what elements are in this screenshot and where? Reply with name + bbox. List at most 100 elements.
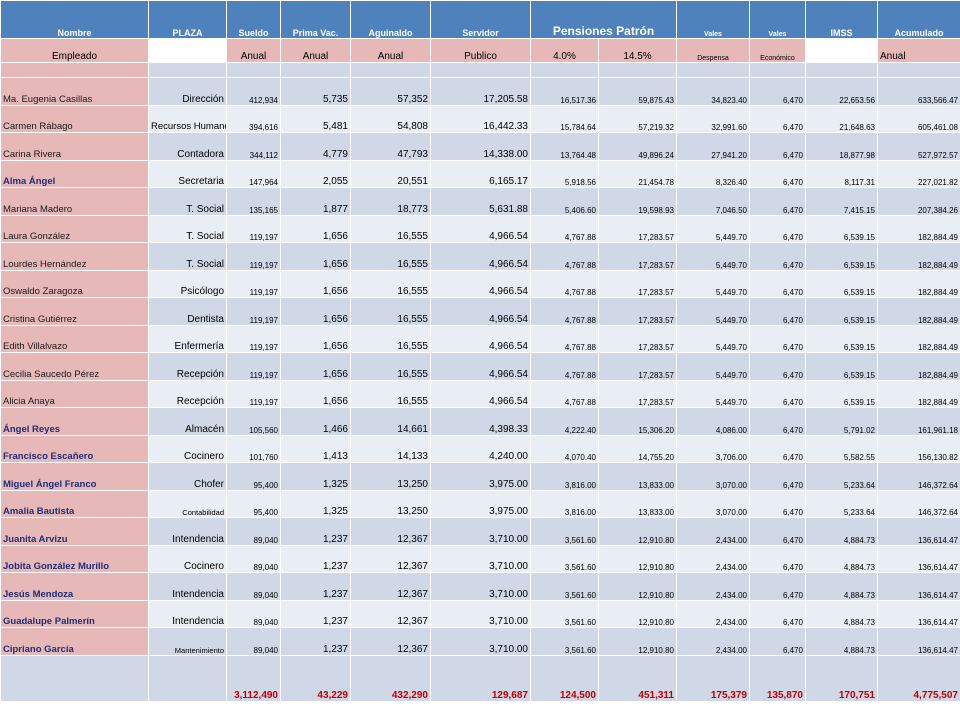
prima-cell[interactable]: 1,237: [280, 599, 351, 628]
employee-name-cell[interactable]: Cipriano García: [0, 627, 149, 656]
imss-cell[interactable]: 6,539.15: [805, 324, 878, 353]
employee-name-cell[interactable]: Carina Rivera: [0, 132, 149, 161]
pension-4-cell[interactable]: 4,767.88: [530, 352, 599, 381]
despensa-cell[interactable]: 2,434.00: [676, 599, 750, 628]
economico-cell[interactable]: 6,470: [749, 434, 806, 463]
acumulado-cell[interactable]: 182,884.49: [877, 324, 960, 353]
acumulado-cell[interactable]: 182,884.49: [877, 352, 960, 381]
imss-cell[interactable]: 6,539.15: [805, 242, 878, 271]
acumulado-cell[interactable]: 156,130.82: [877, 434, 960, 463]
prima-cell[interactable]: 5,735: [280, 77, 351, 106]
prima-cell[interactable]: 1,656: [280, 297, 351, 326]
acumulado-cell[interactable]: 633,566.47: [877, 77, 960, 106]
economico-cell[interactable]: 6,470: [749, 407, 806, 436]
despensa-cell[interactable]: 5,449.70: [676, 214, 750, 243]
sueldo-cell[interactable]: 89,040: [226, 572, 281, 601]
imss-cell[interactable]: 5,233.64: [805, 462, 878, 491]
despensa-cell[interactable]: 3,070.00: [676, 462, 750, 491]
servidor-cell[interactable]: 14,338.00: [430, 132, 531, 161]
employee-name-cell[interactable]: Amalia Bautista: [0, 489, 149, 518]
employee-name-cell[interactable]: Mariana Madero: [0, 187, 149, 216]
imss-cell[interactable]: 4,884.73: [805, 544, 878, 573]
despensa-cell[interactable]: 4,086.00: [676, 407, 750, 436]
pension-14-5-cell[interactable]: 21,454.78: [598, 159, 677, 188]
servidor-cell[interactable]: 3,975.00: [430, 462, 531, 491]
plaza-cell[interactable]: Almacén: [148, 407, 227, 436]
servidor-cell[interactable]: 17,205.58: [430, 77, 531, 106]
aguinaldo-cell[interactable]: 16,555: [350, 352, 431, 381]
acumulado-cell[interactable]: 182,884.49: [877, 297, 960, 326]
pension-4-cell[interactable]: 3,816.00: [530, 489, 599, 518]
pension-4-cell[interactable]: 16,517.36: [530, 77, 599, 106]
pension-4-cell[interactable]: 4,767.88: [530, 269, 599, 298]
total-imss-cell[interactable]: 170,751: [805, 654, 878, 702]
imss-cell[interactable]: 5,233.64: [805, 489, 878, 518]
servidor-cell[interactable]: 4,966.54: [430, 324, 531, 353]
prima-cell[interactable]: 1,413: [280, 434, 351, 463]
plaza-cell[interactable]: Contadora: [148, 132, 227, 161]
pension-14-5-cell[interactable]: 12,910.80: [598, 627, 677, 656]
sueldo-cell[interactable]: 89,040: [226, 599, 281, 628]
despensa-cell[interactable]: 5,449.70: [676, 269, 750, 298]
sueldo-cell[interactable]: 95,400: [226, 462, 281, 491]
pension-14-5-cell[interactable]: 17,283.57: [598, 379, 677, 408]
plaza-cell[interactable]: Cocinero: [148, 544, 227, 573]
acumulado-cell[interactable]: 605,461.08: [877, 104, 960, 133]
prima-cell[interactable]: 1,325: [280, 462, 351, 491]
imss-cell[interactable]: 8,117.31: [805, 159, 878, 188]
employee-name-cell[interactable]: Ma. Eugenia Casillas: [0, 77, 149, 106]
pension-14-5-cell[interactable]: 12,910.80: [598, 599, 677, 628]
despensa-cell[interactable]: 5,449.70: [676, 242, 750, 271]
aguinaldo-cell[interactable]: 13,250: [350, 462, 431, 491]
aguinaldo-cell[interactable]: 12,367: [350, 544, 431, 573]
plaza-cell[interactable]: Dirección: [148, 77, 227, 106]
despensa-cell[interactable]: 34,823.40: [676, 77, 750, 106]
despensa-cell[interactable]: 8,326.40: [676, 159, 750, 188]
imss-cell[interactable]: 21,648.63: [805, 104, 878, 133]
servidor-cell[interactable]: 4,398.33: [430, 407, 531, 436]
imss-cell[interactable]: 4,884.73: [805, 572, 878, 601]
aguinaldo-cell[interactable]: 12,367: [350, 572, 431, 601]
acumulado-cell[interactable]: 136,614.47: [877, 544, 960, 573]
plaza-cell[interactable]: Recepción: [148, 379, 227, 408]
imss-cell[interactable]: 5,791.02: [805, 407, 878, 436]
plaza-cell[interactable]: Psicólogo: [148, 269, 227, 298]
employee-name-cell[interactable]: Cristina Gutiérrez: [0, 297, 149, 326]
acumulado-cell[interactable]: 207,384.26: [877, 187, 960, 216]
pension-14-5-cell[interactable]: 17,283.57: [598, 297, 677, 326]
servidor-cell[interactable]: 3,710.00: [430, 572, 531, 601]
plaza-cell[interactable]: Contabilidad: [148, 489, 227, 518]
despensa-cell[interactable]: 5,449.70: [676, 379, 750, 408]
servidor-cell[interactable]: 3,710.00: [430, 627, 531, 656]
acumulado-cell[interactable]: 182,884.49: [877, 269, 960, 298]
imss-cell[interactable]: 4,884.73: [805, 599, 878, 628]
prima-cell[interactable]: 1,237: [280, 627, 351, 656]
pension-14-5-cell[interactable]: 17,283.57: [598, 324, 677, 353]
servidor-cell[interactable]: 3,710.00: [430, 544, 531, 573]
imss-cell[interactable]: 6,539.15: [805, 214, 878, 243]
pension-14-5-cell[interactable]: 57,219.32: [598, 104, 677, 133]
pension-14-5-cell[interactable]: 17,283.57: [598, 269, 677, 298]
pension-4-cell[interactable]: 3,816.00: [530, 462, 599, 491]
aguinaldo-cell[interactable]: 47,793: [350, 132, 431, 161]
pension-4-cell[interactable]: 4,767.88: [530, 214, 599, 243]
pension-14-5-cell[interactable]: 15,306.20: [598, 407, 677, 436]
economico-cell[interactable]: 6,470: [749, 489, 806, 518]
aguinaldo-cell[interactable]: 16,555: [350, 269, 431, 298]
sueldo-cell[interactable]: 119,197: [226, 379, 281, 408]
pension-4-cell[interactable]: 3,561.60: [530, 517, 599, 546]
pension-4-cell[interactable]: 3,561.60: [530, 544, 599, 573]
acumulado-cell[interactable]: 136,614.47: [877, 572, 960, 601]
prima-cell[interactable]: 2,055: [280, 159, 351, 188]
pension-4-cell[interactable]: 3,561.60: [530, 599, 599, 628]
prima-cell[interactable]: 1,656: [280, 242, 351, 271]
economico-cell[interactable]: 6,470: [749, 379, 806, 408]
employee-name-cell[interactable]: Juanita Arvizu: [0, 517, 149, 546]
employee-name-cell[interactable]: Oswaldo Zaragoza: [0, 269, 149, 298]
imss-cell[interactable]: 4,884.73: [805, 627, 878, 656]
acumulado-cell[interactable]: 136,614.47: [877, 599, 960, 628]
aguinaldo-cell[interactable]: 16,555: [350, 379, 431, 408]
pension-4-cell[interactable]: 4,070.40: [530, 434, 599, 463]
pension-4-cell[interactable]: 5,918.56: [530, 159, 599, 188]
pension-14-5-cell[interactable]: 12,910.80: [598, 544, 677, 573]
